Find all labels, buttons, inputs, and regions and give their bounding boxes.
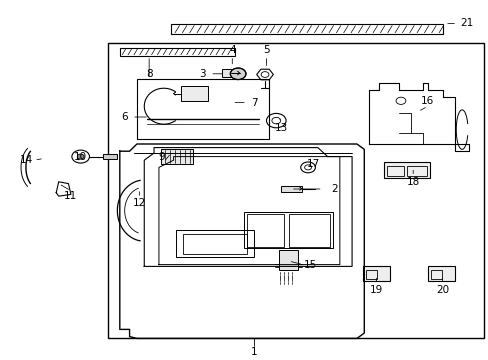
Bar [365,270,376,279]
Bar [244,212,332,248]
Text: 4: 4 [228,45,235,55]
Text: 12: 12 [132,198,146,208]
Bar [383,162,429,178]
Bar [288,214,329,247]
Text: 13: 13 [274,123,287,133]
Circle shape [77,154,84,159]
Text: 20: 20 [435,285,448,295]
Bar [176,230,254,257]
Bar [281,186,301,192]
Text: 3: 3 [199,69,206,79]
Bar [161,149,193,164]
Bar [362,266,389,281]
Bar [107,43,483,338]
Bar [183,234,246,254]
Bar [430,270,441,279]
Bar [171,24,442,34]
Text: 6: 6 [121,112,128,122]
Text: 14: 14 [20,155,34,165]
Text: 9: 9 [158,152,164,162]
Bar [181,86,207,101]
Text: 8: 8 [145,69,152,79]
Text: 7: 7 [250,98,257,108]
Bar [102,154,117,159]
Bar [137,79,268,139]
Text: 2: 2 [331,184,338,194]
Text: 10: 10 [74,152,87,162]
Bar [386,166,404,176]
Bar [120,48,234,56]
Text: 15: 15 [303,260,317,270]
Text: 1: 1 [250,347,257,357]
Circle shape [230,68,245,80]
Bar [278,250,298,270]
Text: 19: 19 [369,285,383,295]
Text: 5: 5 [263,45,269,55]
Bar [407,166,426,176]
Text: 18: 18 [406,177,419,187]
Text: 16: 16 [420,96,434,106]
Bar [427,266,454,281]
Bar [246,214,283,247]
Text: 11: 11 [64,191,78,201]
Bar [222,69,231,77]
Text: 17: 17 [305,159,319,169]
Text: 21: 21 [459,18,473,28]
